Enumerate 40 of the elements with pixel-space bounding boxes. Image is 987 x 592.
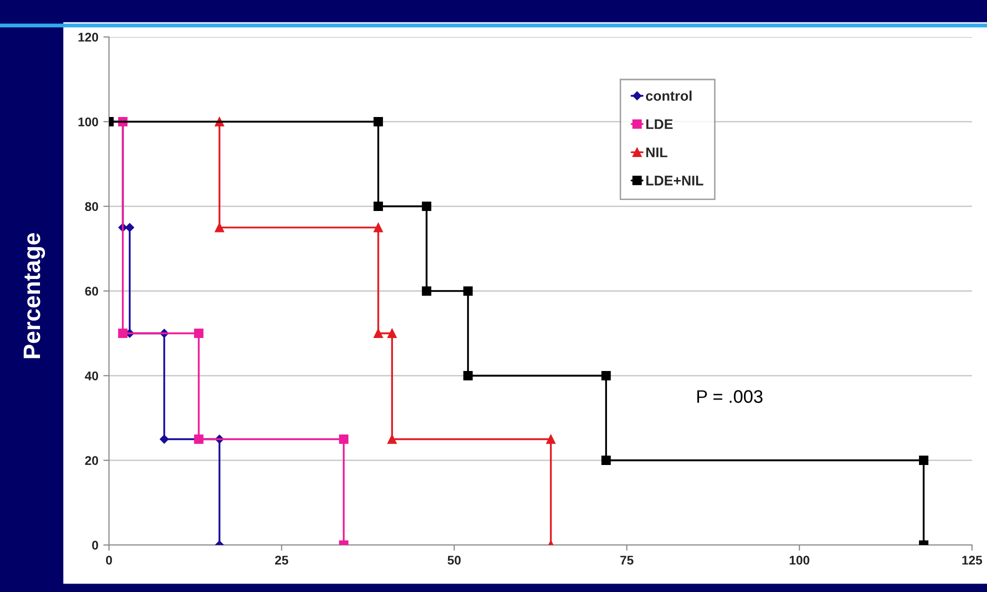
point: [463, 370, 473, 380]
x-tick-label: 0: [106, 556, 112, 565]
x-tick-label: 100: [790, 556, 810, 565]
point: [387, 328, 397, 338]
point: [422, 286, 432, 296]
legend-label: LDE+NIL: [646, 176, 704, 186]
point: [125, 223, 134, 232]
y-tick-label: 0: [92, 540, 98, 550]
y-tick-label: 100: [78, 117, 98, 126]
y-tick-label: 60: [85, 286, 98, 296]
x-tick-label: 75: [620, 556, 634, 565]
x-tick-label: 25: [275, 556, 288, 565]
y-tick-label: 80: [85, 202, 98, 211]
point: [118, 328, 128, 338]
point: [918, 456, 928, 466]
point: [601, 370, 611, 380]
point: [194, 434, 204, 444]
point: [374, 328, 383, 338]
point: [160, 434, 169, 444]
point: [546, 434, 556, 444]
annotation: P = .003: [697, 390, 762, 403]
point: [374, 222, 383, 232]
x-tick-label: 50: [448, 556, 461, 565]
point: [601, 456, 611, 466]
point: [463, 286, 473, 296]
point: [194, 328, 204, 338]
legend-label: control: [646, 90, 692, 101]
point: [374, 116, 383, 126]
point: [339, 434, 348, 444]
point: [374, 202, 383, 212]
point: [422, 202, 432, 212]
legend-label: LDE: [646, 119, 673, 129]
legend-label: NIL: [646, 148, 668, 158]
y-tick-label: 120: [78, 32, 98, 42]
point: [387, 434, 397, 444]
point: [214, 222, 224, 232]
x-tick-label: 125: [962, 556, 982, 565]
y-tick-label: 40: [84, 371, 98, 380]
y-tick-label: 20: [85, 456, 98, 465]
y-axis-title: Percentage: [24, 233, 46, 358]
